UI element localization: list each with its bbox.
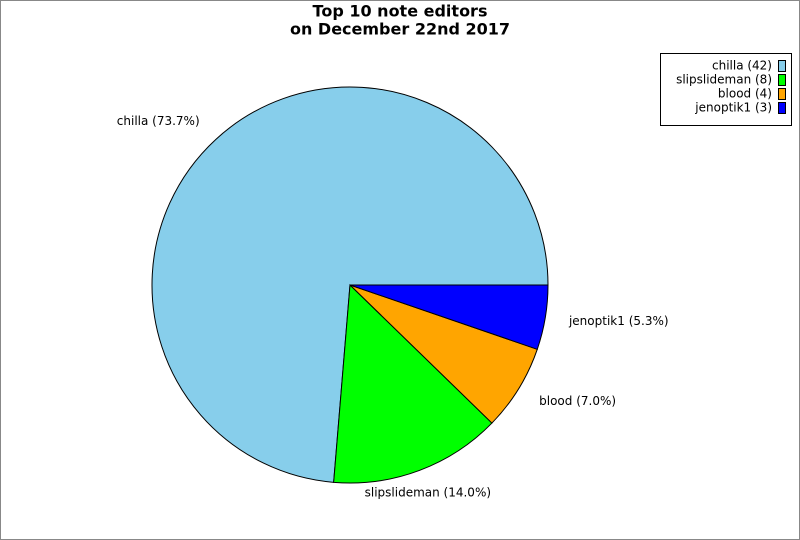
legend-swatch — [778, 88, 786, 100]
legend-box — [660, 53, 792, 126]
legend-swatch — [778, 74, 786, 86]
slice-label: slipslideman (14.0%) — [365, 485, 491, 499]
legend-swatch — [778, 60, 786, 72]
legend-label: chilla (42) — [712, 59, 772, 73]
pie-slice — [349, 284, 549, 350]
pie-slice — [333, 283, 493, 484]
legend-label: blood (4) — [718, 87, 772, 101]
chart-subtitle: on December 22nd 2017 — [290, 20, 510, 39]
legend-label: jenoptik1 (3) — [694, 101, 772, 115]
legend-label: slipslideman (8) — [676, 73, 772, 87]
slice-label: chilla (73.7%) — [117, 114, 200, 128]
slice-label: blood (7.0%) — [539, 394, 616, 408]
chart-title: Top 10 note editors — [313, 2, 488, 21]
slice-label: jenoptik1 (5.3%) — [568, 314, 669, 328]
legend-swatch — [778, 102, 786, 114]
